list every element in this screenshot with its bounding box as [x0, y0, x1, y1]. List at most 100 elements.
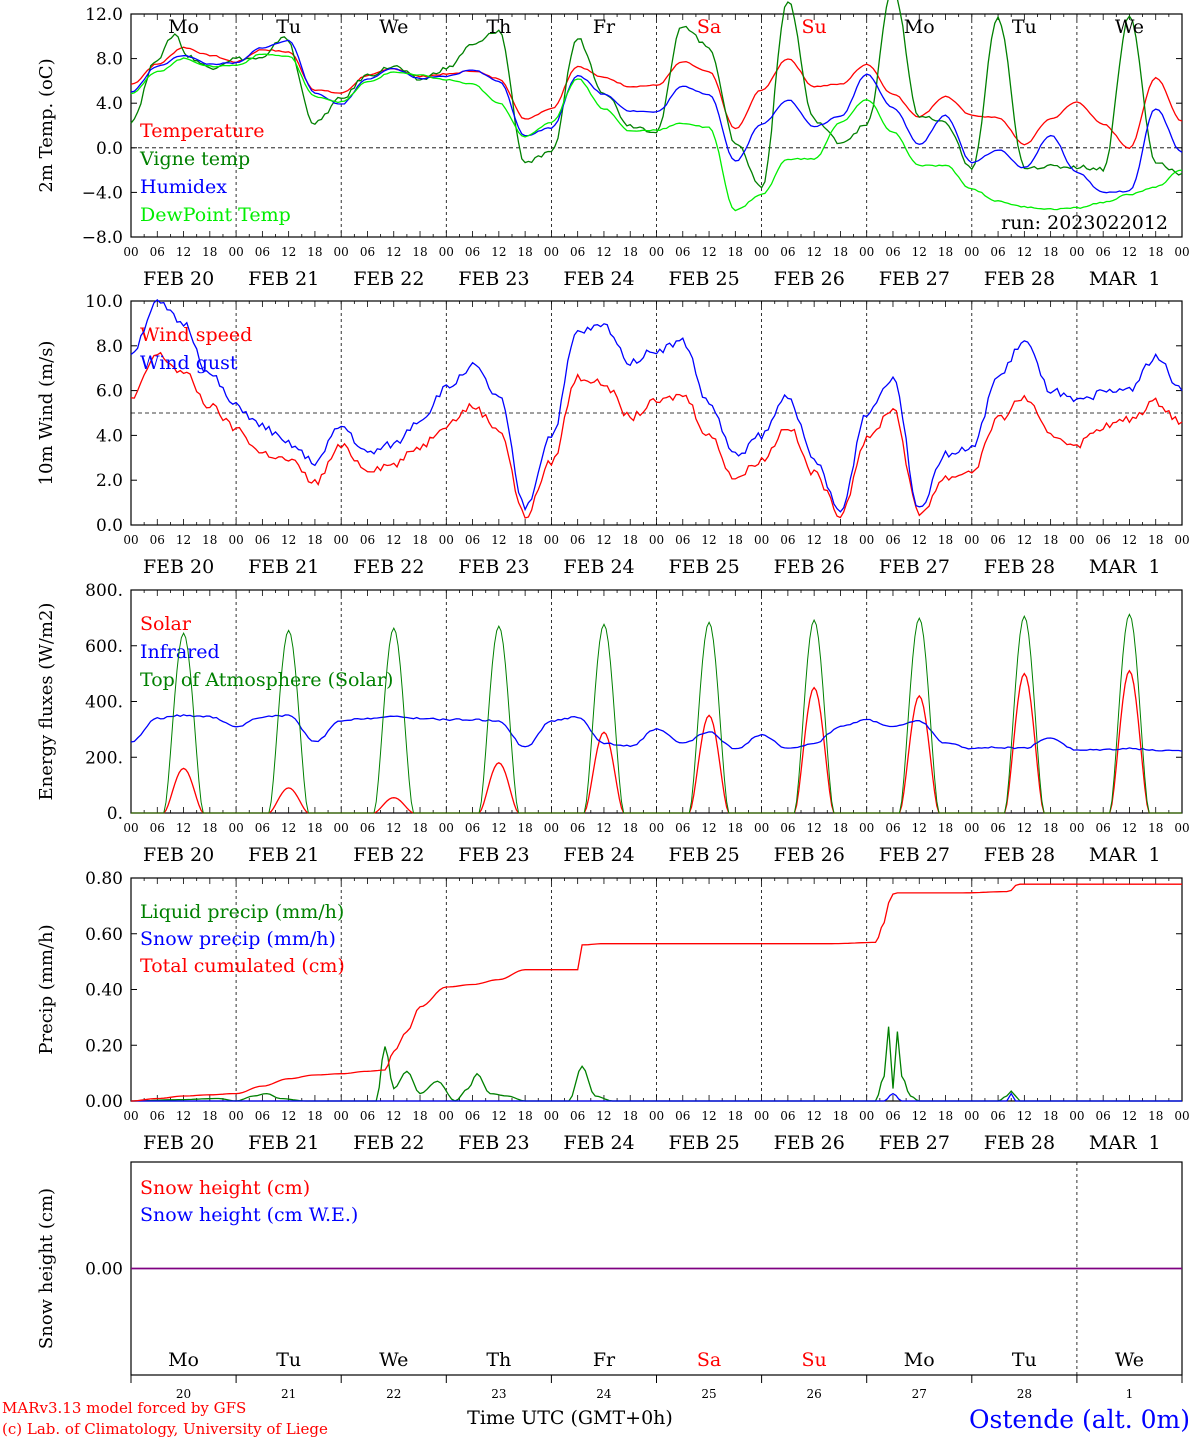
hour-tick-label: 00 — [228, 245, 243, 259]
hour-tick-label: 00 — [1174, 1109, 1189, 1123]
x-axis-label: Time UTC (GMT+0h) — [467, 1407, 673, 1429]
hour-tick-label: 18 — [517, 245, 532, 259]
hour-tick-label: 00 — [754, 821, 769, 835]
day-number-label: 20 — [176, 1387, 191, 1401]
weekday-label-top: Tu — [276, 16, 301, 38]
hour-tick-label: 12 — [596, 533, 611, 547]
hour-tick-label: 12 — [596, 245, 611, 259]
date-label: FEB 28 — [984, 1132, 1055, 1154]
hour-tick-label: 06 — [780, 1109, 795, 1123]
weekday-label-bottom: Tu — [1012, 1349, 1037, 1371]
date-label: FEB 26 — [774, 844, 845, 866]
hour-tick-label: 18 — [307, 533, 322, 547]
day-number-label: 23 — [491, 1387, 506, 1401]
day-number-label: 28 — [1017, 1387, 1032, 1401]
y-tick-label: 0.80 — [85, 869, 123, 889]
hour-tick-label: 18 — [623, 821, 638, 835]
hour-tick-label: 18 — [728, 821, 743, 835]
day-number-label: 24 — [596, 1387, 612, 1401]
hour-tick-label: 12 — [281, 821, 296, 835]
legend-entry: Snow height (cm W.E.) — [140, 1204, 358, 1226]
hour-tick-label: 18 — [202, 533, 217, 547]
hour-tick-label: 06 — [570, 1109, 585, 1123]
hour-tick-label: 18 — [1148, 1109, 1163, 1123]
hour-tick-label: 00 — [649, 533, 664, 547]
hour-tick-label: 00 — [754, 245, 769, 259]
hour-tick-label: 12 — [491, 821, 506, 835]
date-label: FEB 21 — [248, 844, 319, 866]
date-label: FEB 28 — [984, 268, 1055, 290]
hour-tick-label: 00 — [123, 533, 138, 547]
hour-tick-label: 12 — [807, 1109, 822, 1123]
date-label: FEB 23 — [458, 1132, 529, 1154]
date-label: FEB 22 — [353, 268, 424, 290]
date-label: FEB 23 — [458, 844, 529, 866]
date-label: MAR 1 — [1089, 1132, 1161, 1154]
date-label: MAR 1 — [1089, 556, 1161, 578]
hour-tick-label: 00 — [1069, 245, 1084, 259]
hour-tick-label: 06 — [675, 1109, 690, 1123]
hour-tick-label: 12 — [491, 1109, 506, 1123]
hour-tick-label: 00 — [544, 821, 559, 835]
date-label: FEB 25 — [669, 268, 740, 290]
hour-tick-label: 12 — [596, 1109, 611, 1123]
hour-tick-label: 18 — [833, 821, 848, 835]
hour-tick-label: 12 — [1017, 821, 1032, 835]
hour-tick-label: 06 — [1096, 821, 1111, 835]
date-label: FEB 23 — [458, 556, 529, 578]
date-label: FEB 24 — [563, 556, 634, 578]
hour-tick-label: 06 — [675, 533, 690, 547]
hour-tick-label: 12 — [701, 245, 716, 259]
date-label: FEB 28 — [984, 556, 1055, 578]
hour-tick-label: 18 — [833, 533, 848, 547]
weekday-label-top: Tu — [1012, 16, 1037, 38]
hour-tick-label: 12 — [596, 821, 611, 835]
y-tick-label: 600. — [85, 637, 123, 657]
y-tick-label: 0.60 — [85, 925, 123, 945]
y-axis-label: Precip (mm/h) — [36, 924, 57, 1054]
hour-tick-label: 00 — [123, 1109, 138, 1123]
weekday-label-bottom: Fr — [593, 1349, 616, 1371]
hour-tick-label: 12 — [807, 821, 822, 835]
date-label: FEB 22 — [353, 1132, 424, 1154]
day-number-label: 21 — [281, 1387, 296, 1401]
weekday-label-top: We — [1115, 16, 1144, 38]
y-tick-label: 400. — [85, 693, 123, 713]
date-label: FEB 20 — [143, 1132, 214, 1154]
series-line-top-of-atmosphere-solar- — [131, 613, 1182, 814]
hour-tick-label: 12 — [807, 533, 822, 547]
hour-tick-label: 00 — [334, 1109, 349, 1123]
hour-tick-label: 18 — [728, 1109, 743, 1123]
hour-tick-label: 06 — [255, 1109, 270, 1123]
hour-tick-label: 12 — [176, 1109, 191, 1123]
date-label: FEB 24 — [563, 844, 634, 866]
date-label: FEB 24 — [563, 1132, 634, 1154]
series-line-total-cumulated-cm- — [130, 883, 1182, 1102]
hour-tick-label: 18 — [307, 245, 322, 259]
hour-tick-label: 00 — [1069, 821, 1084, 835]
y-tick-label: 0. — [107, 804, 123, 824]
y-axis-label: Energy fluxes (W/m2) — [36, 603, 57, 801]
hour-tick-label: 12 — [386, 533, 401, 547]
hour-tick-label: 18 — [938, 533, 953, 547]
date-label: FEB 22 — [353, 556, 424, 578]
hour-tick-label: 00 — [439, 1109, 454, 1123]
hour-tick-label: 12 — [701, 821, 716, 835]
day-number-label: 25 — [701, 1387, 716, 1401]
date-label: MAR 1 — [1089, 844, 1161, 866]
y-axis-label: 2m Temp. (oC) — [36, 58, 57, 192]
weekday-label-bottom: We — [379, 1349, 408, 1371]
date-label: FEB 23 — [458, 268, 529, 290]
hour-tick-label: 00 — [859, 533, 874, 547]
legend-entry: Humidex — [140, 176, 227, 198]
date-label: FEB 27 — [879, 844, 950, 866]
hour-tick-label: 00 — [544, 245, 559, 259]
hour-tick-label: 00 — [439, 821, 454, 835]
date-label: FEB 27 — [879, 1132, 950, 1154]
hour-tick-label: 18 — [412, 1109, 427, 1123]
hour-tick-label: 06 — [465, 1109, 480, 1123]
hour-tick-label: 18 — [517, 533, 532, 547]
y-tick-label: 200. — [85, 748, 123, 768]
hour-tick-label: 00 — [439, 533, 454, 547]
